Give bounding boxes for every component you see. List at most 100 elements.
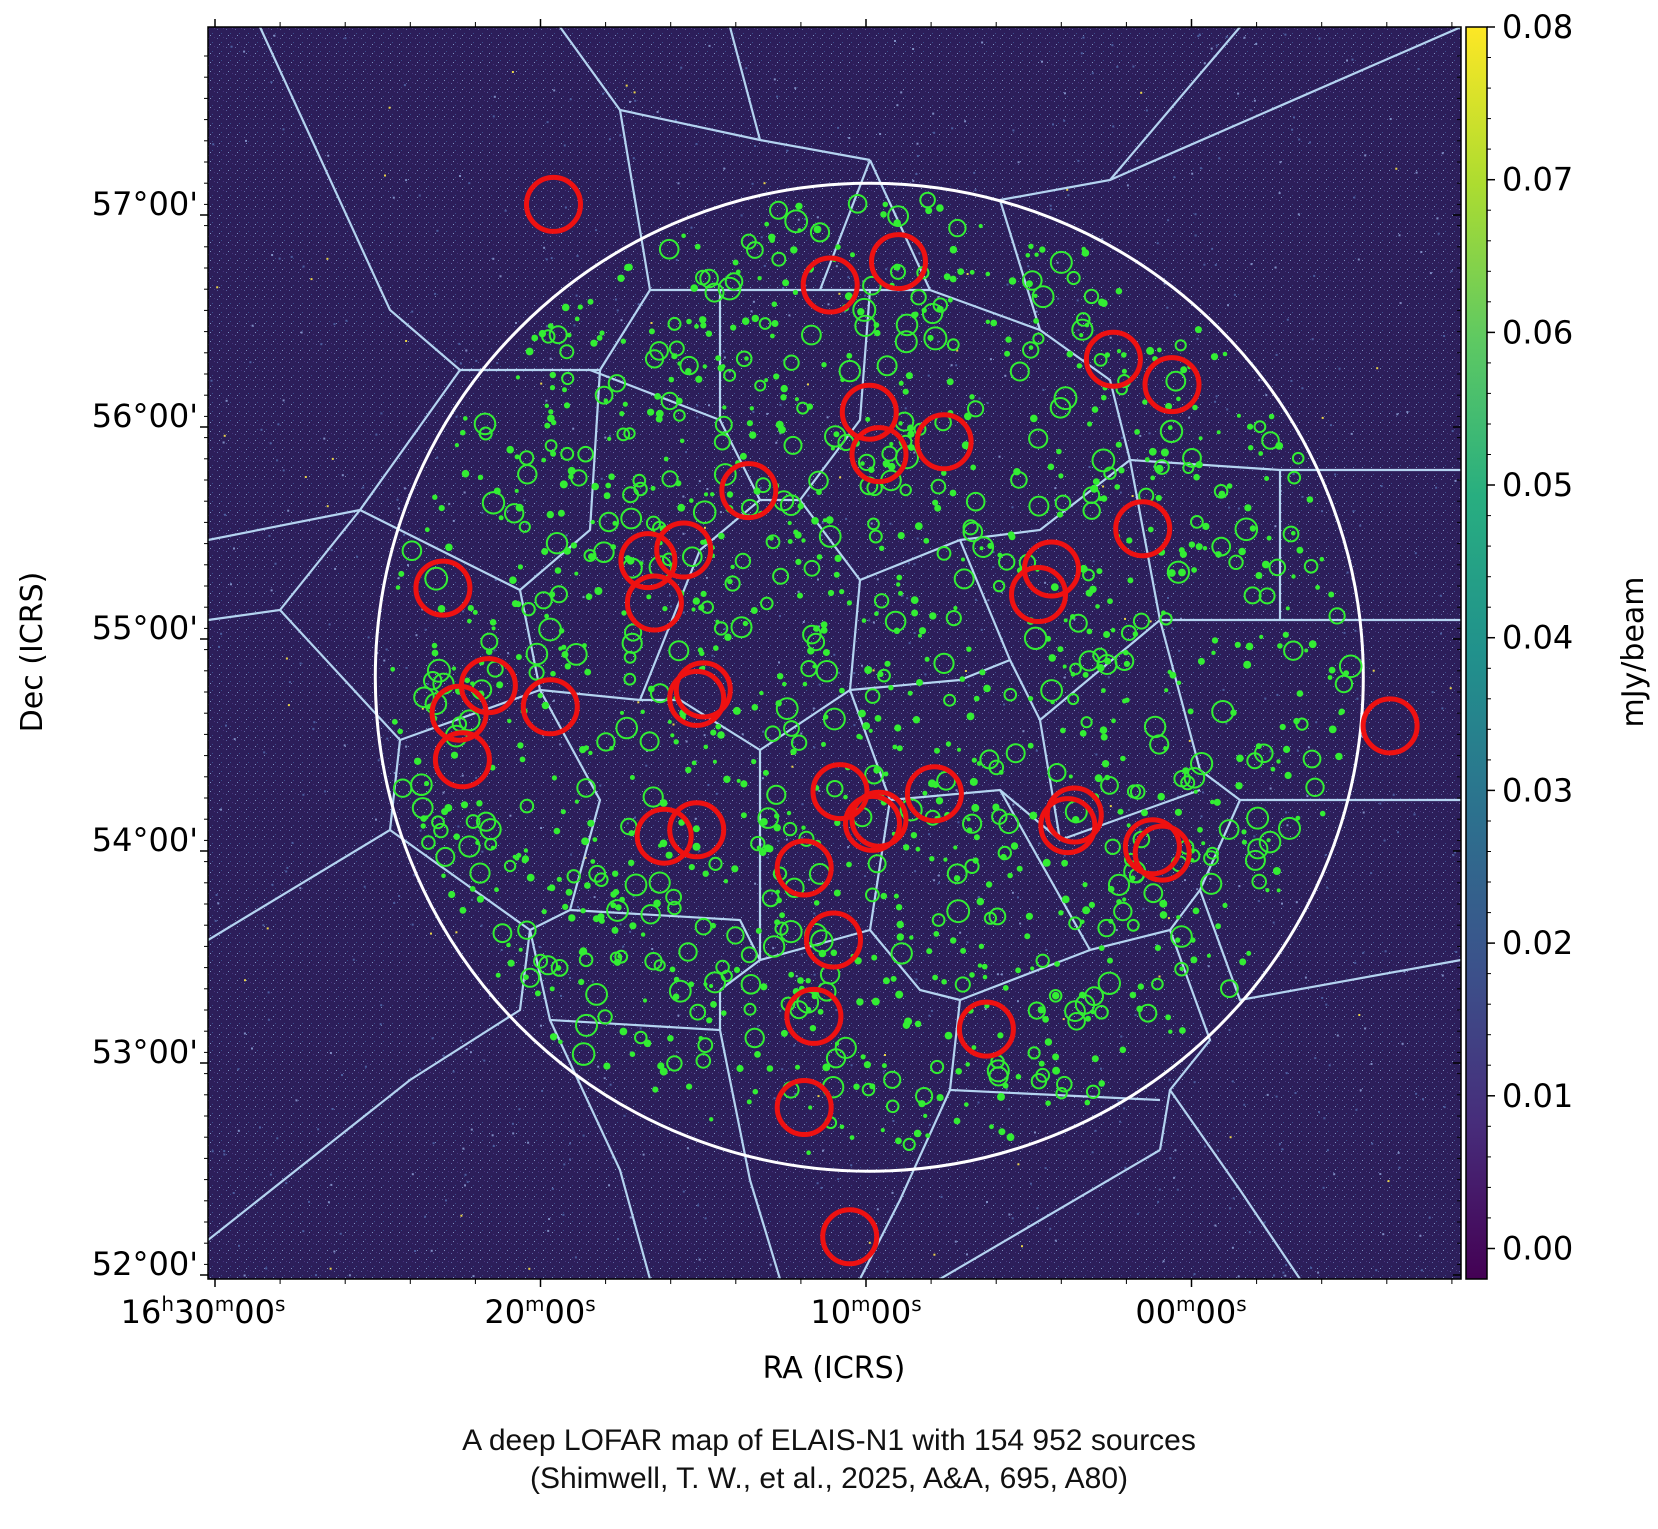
source-dot bbox=[1180, 366, 1188, 374]
source-dot bbox=[873, 322, 880, 328]
source-ring bbox=[902, 1137, 916, 1152]
facet-boundary bbox=[1198, 889, 1461, 1002]
source-dot bbox=[1002, 985, 1009, 991]
source-dot bbox=[431, 642, 438, 649]
source-ring bbox=[877, 668, 891, 683]
source-ring bbox=[458, 709, 481, 732]
source-dot bbox=[584, 882, 591, 889]
source-ring bbox=[1220, 979, 1239, 998]
source-dot bbox=[1328, 591, 1335, 598]
source-dot bbox=[541, 909, 547, 915]
noise-speck bbox=[244, 979, 246, 982]
noise-speck bbox=[1126, 184, 1129, 187]
noise-speck bbox=[1364, 154, 1367, 157]
source-dot bbox=[1265, 888, 1270, 893]
source-ring bbox=[933, 652, 955, 675]
source-dot bbox=[953, 1117, 961, 1125]
source-dot bbox=[1315, 585, 1320, 590]
noise-speck bbox=[752, 300, 755, 303]
source-dot bbox=[1264, 476, 1270, 481]
source-dot bbox=[526, 873, 535, 882]
source-ring bbox=[803, 559, 821, 577]
noise-speck bbox=[492, 115, 495, 118]
noise-speck bbox=[984, 1008, 987, 1010]
noise-speck bbox=[1258, 379, 1261, 382]
source-ring bbox=[533, 953, 549, 969]
noise-speck bbox=[1263, 1221, 1266, 1224]
source-ring bbox=[1200, 872, 1223, 895]
noise-speck bbox=[483, 1059, 486, 1062]
source-dot bbox=[581, 837, 589, 846]
source-dot bbox=[957, 747, 961, 752]
source-dot bbox=[476, 800, 483, 807]
source-dot bbox=[850, 252, 855, 258]
source-dot bbox=[692, 597, 700, 605]
source-dot bbox=[610, 902, 617, 909]
noise-speck bbox=[424, 1215, 427, 1218]
noise-speck bbox=[884, 1054, 886, 1056]
source-dot bbox=[568, 914, 576, 922]
source-ring bbox=[653, 959, 666, 972]
noise-speck bbox=[800, 732, 803, 735]
source-dot bbox=[534, 990, 541, 997]
source-ring bbox=[1107, 873, 1131, 897]
source-ring bbox=[639, 731, 660, 752]
source-ring bbox=[1084, 986, 1104, 1007]
source-dot bbox=[888, 685, 894, 691]
noise-speck bbox=[1102, 485, 1105, 488]
source-ring bbox=[834, 1036, 857, 1060]
source-dot bbox=[1192, 907, 1200, 915]
source-dot bbox=[507, 718, 512, 724]
source-dot bbox=[856, 998, 864, 1006]
source-dot bbox=[893, 627, 901, 634]
source-dot bbox=[665, 851, 673, 859]
source-dot bbox=[893, 893, 899, 899]
source-dot bbox=[786, 810, 792, 816]
source-dot bbox=[751, 759, 757, 765]
bright-source-marker bbox=[1360, 696, 1420, 756]
noise-speck bbox=[741, 733, 744, 736]
source-dot bbox=[1024, 933, 1031, 940]
source-ring bbox=[864, 688, 881, 704]
noise-speck bbox=[1284, 1274, 1287, 1277]
source-ring bbox=[1143, 715, 1167, 739]
noise-speck bbox=[432, 1142, 435, 1145]
source-dot bbox=[613, 958, 622, 966]
noise-speck bbox=[773, 1097, 776, 1100]
source-dot bbox=[463, 416, 468, 421]
noise-speck bbox=[462, 610, 465, 613]
noise-speck bbox=[1005, 1088, 1008, 1091]
source-ring bbox=[571, 1042, 596, 1066]
source-ring bbox=[798, 830, 815, 847]
noise-speck bbox=[1321, 997, 1324, 999]
source-dot bbox=[1296, 546, 1304, 554]
source-ring bbox=[1022, 270, 1043, 291]
noise-speck bbox=[1207, 965, 1210, 968]
noise-speck bbox=[1169, 1157, 1172, 1160]
source-dot bbox=[1195, 461, 1203, 469]
noise-speck bbox=[1325, 1003, 1328, 1006]
noise-speck bbox=[629, 100, 631, 103]
source-dot bbox=[1008, 277, 1017, 285]
source-dot bbox=[574, 316, 580, 322]
colorbar-tick-label: 0.00 bbox=[1502, 1230, 1573, 1268]
noise-speck bbox=[481, 511, 484, 514]
source-dot bbox=[1057, 646, 1064, 653]
source-dot bbox=[1038, 1060, 1045, 1067]
source-ring bbox=[1278, 816, 1301, 840]
source-ring bbox=[1082, 568, 1095, 582]
noise-speck bbox=[1324, 854, 1327, 857]
noise-speck bbox=[214, 919, 217, 922]
noise-speck bbox=[1197, 35, 1200, 38]
facet-boundary bbox=[799, 289, 872, 501]
noise-speck bbox=[465, 349, 468, 352]
source-ring bbox=[1056, 1075, 1073, 1093]
source-dot bbox=[650, 485, 656, 491]
noise-speck bbox=[1399, 302, 1402, 305]
noise-speck bbox=[419, 1068, 422, 1071]
source-dot bbox=[685, 766, 692, 774]
noise-speck bbox=[352, 958, 355, 961]
noise-speck bbox=[682, 1190, 685, 1193]
source-ring bbox=[1032, 332, 1045, 345]
source-ring bbox=[550, 959, 569, 977]
